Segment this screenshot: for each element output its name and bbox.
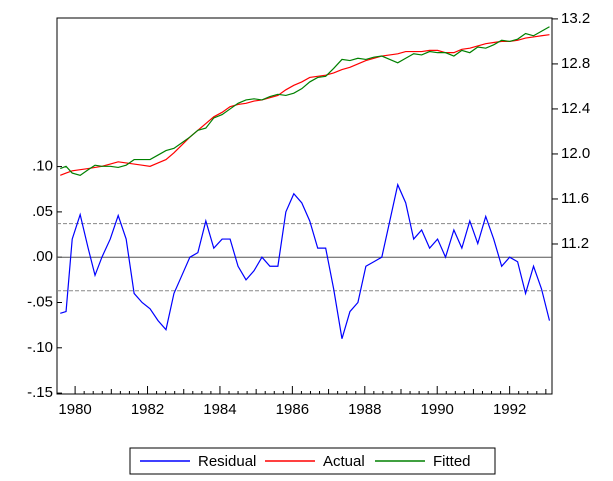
series-line	[60, 26, 550, 176]
series-line	[60, 182, 551, 339]
series-line	[60, 34, 550, 176]
x-tick-label: 1990	[421, 401, 454, 418]
x-tick-label: 1982	[131, 401, 164, 418]
y-tick-label: -.10	[27, 339, 53, 356]
x-tick-label: 1992	[493, 401, 526, 418]
legend-box	[129, 447, 496, 475]
plot-frame	[56, 17, 553, 395]
y-tick-label: .00	[32, 248, 53, 265]
y-tick-label: -.15	[27, 384, 53, 401]
y2-tick-label: 11.6	[561, 190, 589, 207]
legend-label: Residual	[198, 453, 256, 470]
y-tick-label: .10	[32, 158, 53, 175]
y2-tick-label: 11.2	[561, 235, 589, 252]
y2-tick-label: 12.0	[561, 145, 590, 162]
y2-tick-label: 13.2	[561, 10, 590, 27]
y2-tick-label: 12.4	[561, 100, 590, 117]
y-tick-label: -.05	[27, 293, 53, 310]
legend-label: Actual	[323, 453, 365, 470]
x-tick-label: 1988	[348, 401, 381, 418]
y-tick-label: .05	[32, 203, 53, 220]
x-tick-label: 1984	[203, 401, 236, 418]
legend-label: Fitted	[433, 453, 471, 470]
x-tick-label: 1980	[58, 401, 91, 418]
y2-tick-label: 12.8	[561, 55, 590, 72]
x-tick-label: 1986	[276, 401, 309, 418]
